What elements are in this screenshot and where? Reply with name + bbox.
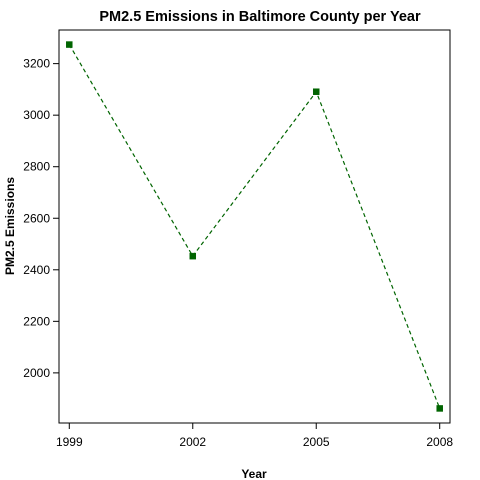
data-point: [436, 405, 443, 412]
chart-title: PM2.5 Emissions in Baltimore County per …: [99, 9, 421, 25]
series-line: [68, 44, 441, 409]
x-axis: 1999 2002 2005 2008: [56, 423, 453, 449]
x-tick-label: 2002: [179, 435, 206, 449]
plot-frame: [58, 29, 451, 424]
y-axis-label: PM2.5 Emissions: [3, 177, 17, 275]
data-point: [312, 88, 320, 95]
y-tick-label: 2400: [23, 263, 50, 277]
x-tick-label: 1999: [56, 435, 83, 449]
data-point: [66, 41, 73, 48]
x-tick-label: 2008: [426, 435, 453, 449]
y-tick-label: 3000: [23, 108, 50, 122]
y-tick-label: 2600: [23, 211, 50, 225]
x-axis-label: Year: [241, 467, 267, 480]
y-tick-label: 2000: [23, 366, 50, 380]
y-tick-label: 3200: [23, 57, 50, 71]
y-tick-label: 2800: [23, 160, 50, 174]
series-layer: [66, 41, 443, 412]
y-axis: 2000 2200 2400 2600 2800 3000 3200: [23, 57, 59, 380]
x-tick-label: 2005: [303, 435, 330, 449]
y-tick-label: 2200: [23, 314, 50, 328]
data-point: [189, 252, 197, 260]
